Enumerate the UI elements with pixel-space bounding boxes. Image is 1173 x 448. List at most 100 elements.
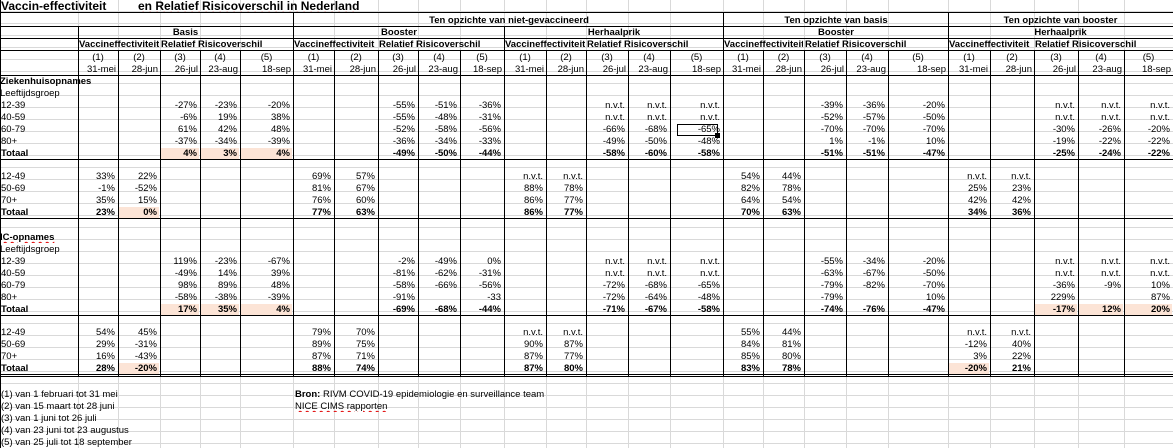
data-cell[interactable]: n.v.t.: [523, 171, 543, 182]
data-cell[interactable]: n.v.t.: [967, 327, 987, 338]
data-cell[interactable]: -51%: [820, 148, 843, 159]
title-part-1[interactable]: Vaccin-effectiviteit: [1, 0, 107, 13]
selected-cell[interactable]: [677, 124, 718, 136]
data-cell[interactable]: -76%: [862, 304, 885, 315]
data-cell[interactable]: -44%: [478, 304, 501, 315]
data-cell[interactable]: -68%: [434, 304, 457, 315]
data-cell[interactable]: -52%: [392, 124, 415, 135]
row-label[interactable]: 80+: [1, 136, 18, 147]
data-cell[interactable]: 16%: [95, 351, 115, 362]
data-cell[interactable]: -38%: [214, 292, 237, 303]
data-cell[interactable]: -50%: [922, 112, 945, 123]
column-number[interactable]: (4): [214, 52, 226, 63]
data-cell[interactable]: -50%: [922, 268, 945, 279]
data-cell[interactable]: -67%: [644, 304, 667, 315]
data-cell[interactable]: -57%: [862, 112, 885, 123]
column-date[interactable]: 18-sep: [472, 64, 502, 75]
data-cell[interactable]: 55%: [740, 327, 760, 338]
data-cell[interactable]: 82%: [740, 183, 760, 194]
data-cell[interactable]: 23%: [95, 207, 115, 218]
data-cell[interactable]: 70%: [740, 207, 760, 218]
data-cell[interactable]: 3%: [200, 148, 239, 159]
column-number[interactable]: (2): [1006, 52, 1018, 63]
data-cell[interactable]: 67%: [355, 183, 375, 194]
subgroup-herhaalprik[interactable]: Herhaalprik: [587, 27, 641, 38]
column-date[interactable]: 23-aug: [638, 64, 668, 75]
data-cell[interactable]: -1%: [98, 183, 115, 194]
data-cell[interactable]: 77%: [563, 351, 583, 362]
data-cell[interactable]: 10%: [925, 136, 945, 147]
data-cell[interactable]: 42%: [1011, 195, 1031, 206]
data-cell[interactable]: -47%: [922, 304, 945, 315]
row-label[interactable]: 12-39: [1, 256, 26, 267]
data-cell[interactable]: -24%: [1098, 148, 1121, 159]
header-vaccineffectiviteit[interactable]: Vaccineffectiviteit: [505, 39, 585, 50]
data-cell[interactable]: 87%: [523, 363, 543, 374]
data-cell[interactable]: n.v.t.: [1011, 171, 1031, 182]
data-cell[interactable]: 89%: [217, 280, 237, 291]
data-cell[interactable]: -48%: [434, 112, 457, 123]
data-cell[interactable]: 4%: [240, 148, 292, 159]
source[interactable]: Bron: RIVM COVID-19 epidemiologie en sur…: [295, 389, 625, 400]
data-cell[interactable]: 78%: [563, 183, 583, 194]
data-cell[interactable]: -49%: [392, 148, 415, 159]
data-cell[interactable]: -20%: [267, 100, 290, 111]
data-cell[interactable]: n.v.t.: [1055, 268, 1075, 279]
data-cell[interactable]: 14%: [217, 268, 237, 279]
data-cell[interactable]: -65%: [697, 124, 720, 135]
data-cell[interactable]: 4%: [240, 304, 292, 315]
data-cell[interactable]: n.v.t.: [605, 268, 625, 279]
data-cell[interactable]: -39%: [820, 100, 843, 111]
data-cell[interactable]: 10%: [925, 292, 945, 303]
data-cell[interactable]: -23%: [214, 256, 237, 267]
data-cell[interactable]: 44%: [781, 171, 801, 182]
data-cell[interactable]: -12%: [964, 339, 987, 350]
data-cell[interactable]: 87%: [563, 339, 583, 350]
data-cell[interactable]: -79%: [820, 292, 843, 303]
data-cell[interactable]: -37%: [174, 136, 197, 147]
data-cell[interactable]: -19%: [1052, 136, 1075, 147]
data-cell[interactable]: -22%: [1098, 136, 1121, 147]
data-cell[interactable]: -81%: [392, 268, 415, 279]
data-cell[interactable]: 40%: [1011, 339, 1031, 350]
data-cell[interactable]: -6%: [180, 112, 197, 123]
data-cell[interactable]: -79%: [820, 280, 843, 291]
data-cell[interactable]: -50%: [434, 148, 457, 159]
data-cell[interactable]: -70%: [820, 124, 843, 135]
data-cell[interactable]: -20%: [922, 256, 945, 267]
header-relatief-risicoverschil[interactable]: Relatief Risicoverschil: [161, 39, 263, 50]
data-cell[interactable]: -23%: [214, 100, 237, 111]
data-cell[interactable]: -20%: [1147, 124, 1170, 135]
data-cell[interactable]: -91%: [392, 292, 415, 303]
data-cell[interactable]: 98%: [177, 280, 197, 291]
column-date[interactable]: 28-jun: [349, 64, 376, 75]
data-cell[interactable]: 15%: [137, 195, 157, 206]
data-cell[interactable]: n.v.t.: [563, 171, 583, 182]
data-cell[interactable]: 22%: [137, 171, 157, 182]
data-cell[interactable]: -39%: [267, 292, 290, 303]
data-cell[interactable]: -52%: [820, 112, 843, 123]
data-cell[interactable]: -49%: [602, 136, 625, 147]
row-label[interactable]: 60-79: [1, 280, 26, 291]
row-label[interactable]: 70+: [1, 351, 18, 362]
column-date[interactable]: 31-mei: [86, 64, 116, 75]
footnote-4[interactable]: (4) van 23 juni tot 23 augustus: [1, 425, 129, 436]
data-cell[interactable]: n.v.t.: [1011, 327, 1031, 338]
data-cell[interactable]: 80%: [781, 351, 801, 362]
group-basis[interactable]: Ten opzichte van basis: [784, 15, 888, 26]
data-cell[interactable]: -66%: [602, 124, 625, 135]
column-date[interactable]: 28-jun: [131, 64, 158, 75]
data-cell[interactable]: 22%: [1011, 351, 1031, 362]
data-cell[interactable]: n.v.t.: [1101, 100, 1121, 111]
data-cell[interactable]: 48%: [270, 124, 290, 135]
data-cell[interactable]: 89%: [311, 339, 331, 350]
data-cell[interactable]: -72%: [602, 292, 625, 303]
data-cell[interactable]: -33%: [478, 136, 501, 147]
data-cell[interactable]: -66%: [434, 280, 457, 291]
data-cell[interactable]: n.v.t.: [1150, 112, 1170, 123]
column-date[interactable]: 23-aug: [856, 64, 886, 75]
data-cell[interactable]: -56%: [478, 124, 501, 135]
group-booster[interactable]: Ten opzichte van booster: [1003, 15, 1118, 26]
data-cell[interactable]: n.v.t.: [1101, 256, 1121, 267]
row-label[interactable]: 70+: [1, 195, 18, 206]
